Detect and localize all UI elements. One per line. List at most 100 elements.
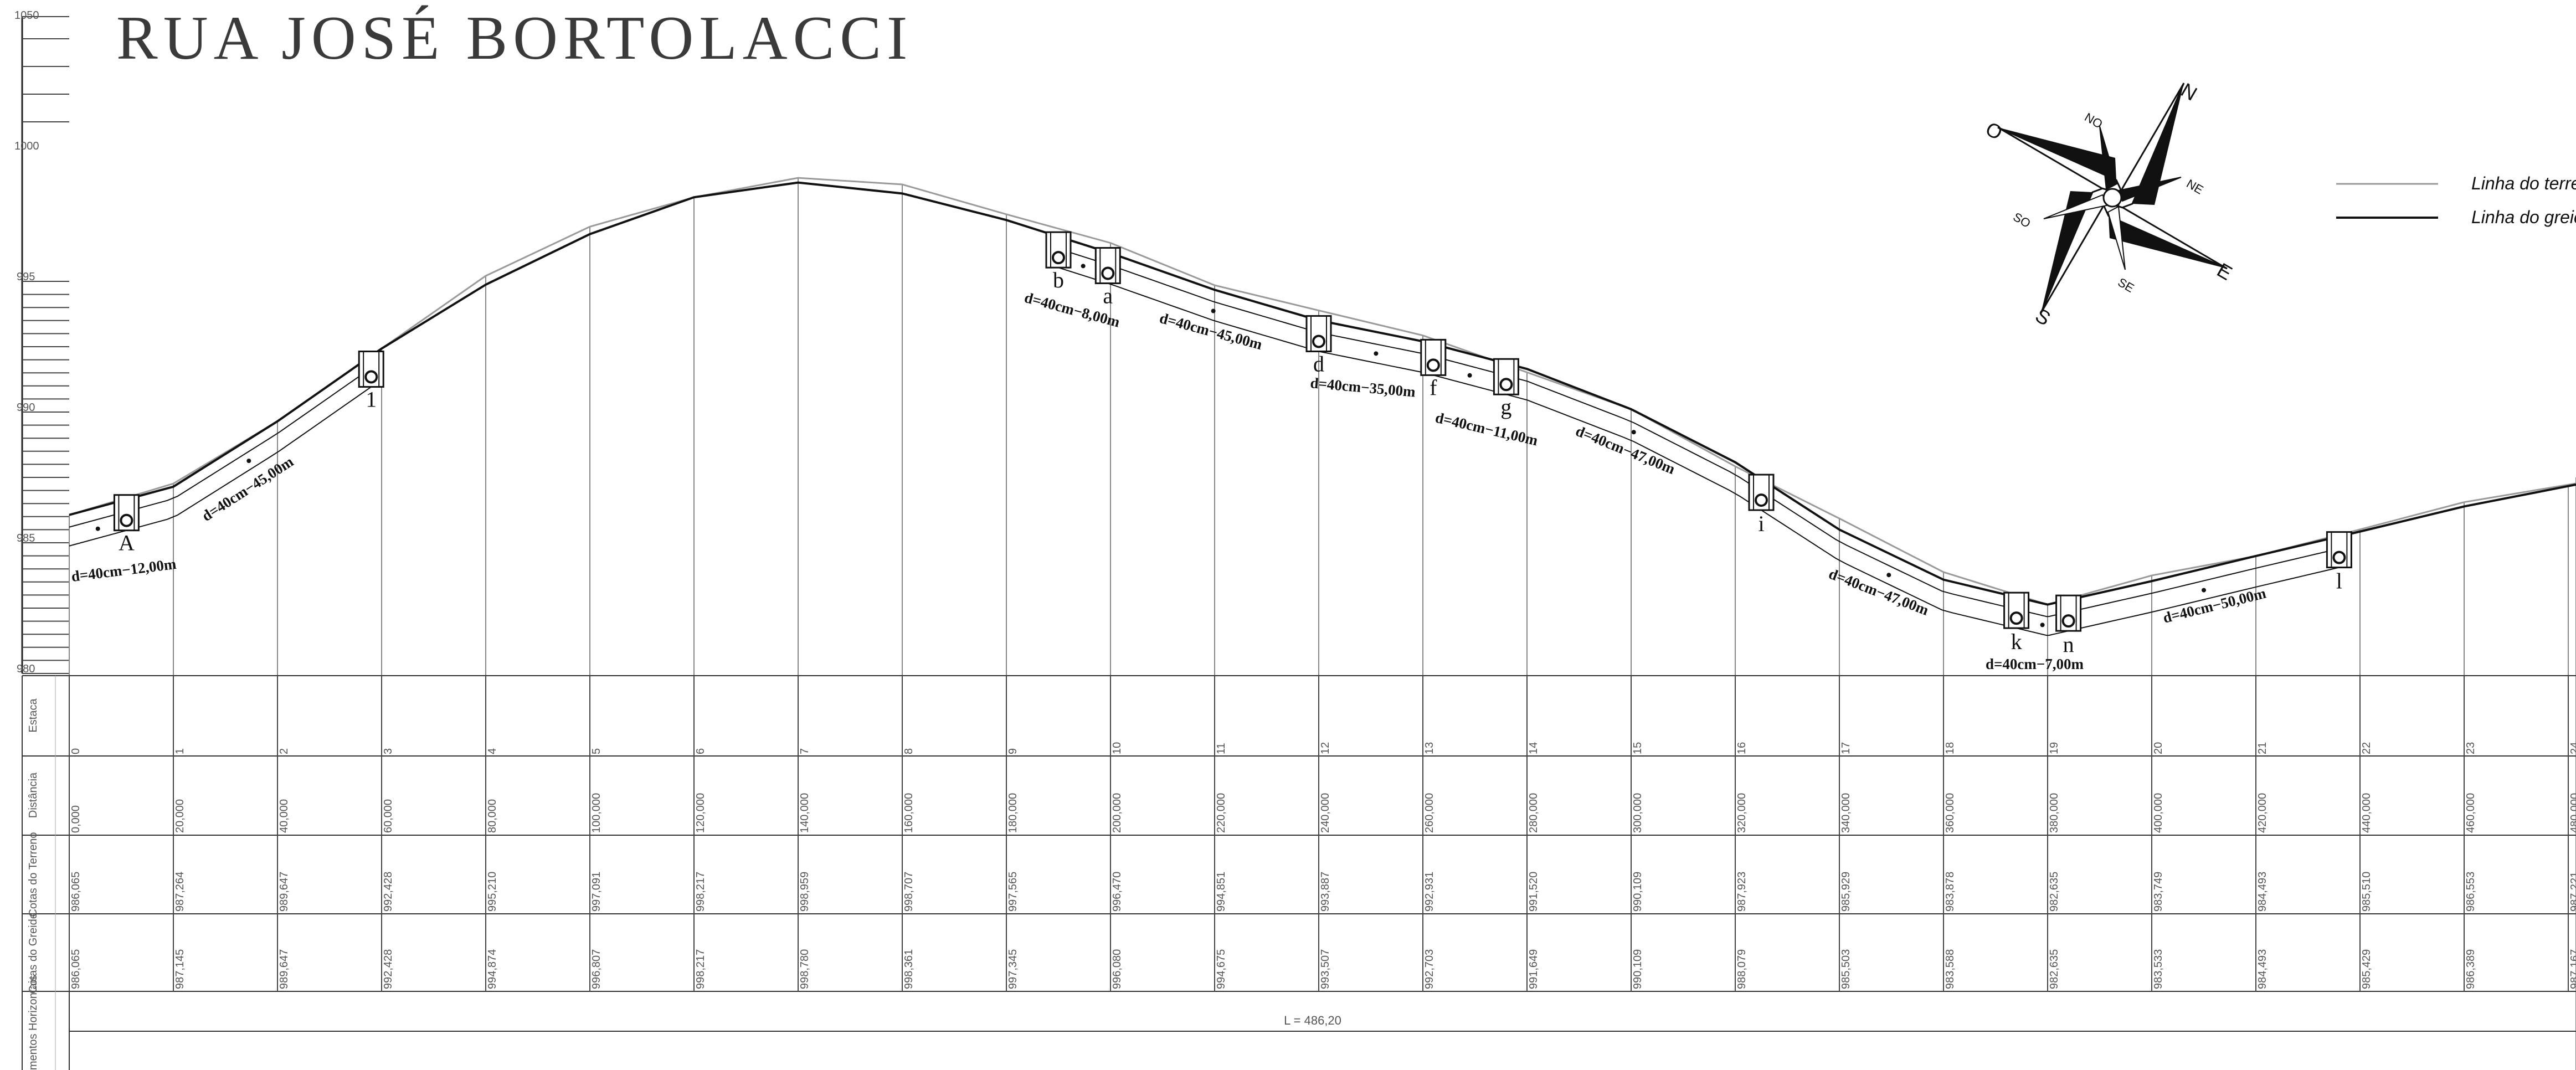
distance-value: 340,000 xyxy=(1840,793,1852,833)
terrain-elevation-value: 984,493 xyxy=(2256,872,2269,912)
grade-elevation-value: 986,065 xyxy=(70,949,82,989)
distance-value: 400,000 xyxy=(2152,793,2164,833)
pipe-bottom-line xyxy=(2016,627,2069,636)
pipe-bottom-line xyxy=(1761,510,2017,629)
manhole-label-l: l xyxy=(2336,569,2342,594)
flow-arrow-icon xyxy=(1211,308,1216,313)
grade-elevation-value: 998,780 xyxy=(799,949,811,989)
terrain-elevation-value: 986,553 xyxy=(2465,872,2477,912)
grade-elevation-value: 998,217 xyxy=(695,949,707,989)
terrain-elevation-value: 998,959 xyxy=(799,872,811,912)
row-label-cotas-terreno: Cotas do Terreno xyxy=(27,832,39,917)
station-number: 19 xyxy=(2048,742,2060,754)
manhole-i: i xyxy=(1748,474,1775,536)
flow-arrow-icon xyxy=(1631,430,1636,435)
station-number: 22 xyxy=(2361,742,2373,754)
terrain-elevation-value: 985,929 xyxy=(1840,872,1852,912)
distance-value: 320,000 xyxy=(1736,793,1748,833)
terrain-elevation-value: 992,931 xyxy=(1423,872,1436,912)
station-number: 9 xyxy=(1007,748,1019,754)
grade-elevation-value: 983,588 xyxy=(1944,949,1956,989)
manhole-b: b xyxy=(1045,231,1072,292)
distance-value: 280,000 xyxy=(1528,793,1540,833)
pipe-bottom-line xyxy=(1318,351,1434,376)
station-number: 17 xyxy=(1840,742,1852,754)
terrain-elevation-value: 992,428 xyxy=(382,872,394,912)
pipe-top-line xyxy=(1107,264,1319,333)
elementos-value: L = 486,20 xyxy=(1284,1014,1341,1027)
manholes-layer: A 1 b a d f g i k n l xyxy=(113,231,2352,657)
grade-elevation-value: 996,080 xyxy=(1111,949,1123,989)
manhole-1: 1 xyxy=(358,351,384,412)
grade-elevation-value: 993,507 xyxy=(1319,949,1331,989)
distance-value: 20,000 xyxy=(174,799,186,833)
terrain-elevation-value: 986,065 xyxy=(70,872,82,912)
station-number: 11 xyxy=(1215,743,1227,754)
distance-value: 0,000 xyxy=(70,805,82,833)
manhole-label-a: a xyxy=(1103,284,1113,308)
grade-elevation-value: 990,109 xyxy=(1632,949,1644,989)
manhole-label-1: 1 xyxy=(366,387,377,412)
grade-elevation-value: 988,079 xyxy=(1736,949,1748,989)
row-label-elementos: Elementos Horizontais xyxy=(27,975,39,1070)
pipe-bottom-line xyxy=(126,386,372,531)
grade-elevation-value: 985,503 xyxy=(1840,949,1852,989)
distance-value: 40,000 xyxy=(278,799,290,833)
elevation-label-985: 985 xyxy=(17,532,35,544)
terrain-elevation-value: 997,091 xyxy=(590,872,603,912)
row-label-estaca: Estaca xyxy=(27,698,39,733)
manhole-A: A xyxy=(113,494,140,555)
manhole-l: l xyxy=(2326,531,2352,594)
elevation-label-990: 990 xyxy=(17,402,35,414)
manhole-a: a xyxy=(1094,247,1121,308)
grade-elevation-value: 998,361 xyxy=(903,949,915,989)
station-number: 15 xyxy=(1632,742,1644,754)
flow-arrow-icon xyxy=(246,459,251,464)
legend-terrain-label: Linha do terre xyxy=(2471,173,2576,193)
elevation-label-1050: 1050 xyxy=(14,9,39,22)
manhole-label-n: n xyxy=(2063,632,2074,657)
station-number: 20 xyxy=(2152,742,2164,754)
manhole-d: d xyxy=(1305,315,1332,376)
manhole-k: k xyxy=(2003,591,2030,654)
distance-value: 380,000 xyxy=(2048,793,2060,833)
row-label-cotas-greide: Cotas do Greide xyxy=(27,913,39,994)
terrain-elevation-value: 985,510 xyxy=(2361,872,2373,912)
manhole-f: f xyxy=(1420,338,1447,400)
flow-arrow-icon xyxy=(1081,264,1086,269)
flow-arrow-icon xyxy=(95,526,100,531)
distance-value: 300,000 xyxy=(1632,793,1644,833)
grade-elevation-value: 989,647 xyxy=(278,949,290,989)
terrain-elevation-value: 989,647 xyxy=(278,872,290,912)
pipe-top-line xyxy=(1506,375,1762,492)
grade-elevation-value: 991,649 xyxy=(1528,949,1540,989)
terrain-elevation-value: 990,109 xyxy=(1632,872,1644,912)
grade-elevation-value: 982,635 xyxy=(2048,949,2060,989)
pipe-label-k: d=40cm−7,00m xyxy=(1986,656,2084,672)
grade-line xyxy=(69,181,2576,606)
terrain-elevation-value: 996,470 xyxy=(1111,872,1123,912)
terrain-elevation-value: 998,707 xyxy=(903,872,915,912)
station-number: 16 xyxy=(1736,742,1748,754)
elevation-label-1000: 1000 xyxy=(14,140,39,152)
elevation-label-980: 980 xyxy=(17,663,35,675)
grade-elevation-value: 985,429 xyxy=(2361,949,2373,989)
station-number: 8 xyxy=(903,748,915,754)
terrain-elevation-value: 987,923 xyxy=(1736,872,1748,912)
terrain-elevation-value: 997,565 xyxy=(1007,872,1019,912)
terrain-elevation-value: 991,520 xyxy=(1528,872,1540,912)
manhole-label-b: b xyxy=(1053,268,1064,292)
grade-elevation-value: 997,345 xyxy=(1007,949,1019,989)
distance-value: 460,000 xyxy=(2465,793,2477,833)
grade-elevation-value: 987,145 xyxy=(174,949,186,989)
profile-data-table: 00,000986,065986,065120,000987,264987,14… xyxy=(22,675,2576,1070)
grade-elevation-value: 983,533 xyxy=(2152,949,2164,989)
grade-elevation-value: 994,675 xyxy=(1215,949,1227,989)
flow-arrow-icon xyxy=(2040,623,2045,627)
manhole-label-d: d xyxy=(1313,351,1324,376)
distance-value: 420,000 xyxy=(2256,793,2269,833)
distance-value: 100,000 xyxy=(590,793,603,833)
manhole-g: g xyxy=(1493,358,1519,419)
station-verticals xyxy=(69,178,2576,1070)
pipe-top-line xyxy=(1318,332,1434,357)
